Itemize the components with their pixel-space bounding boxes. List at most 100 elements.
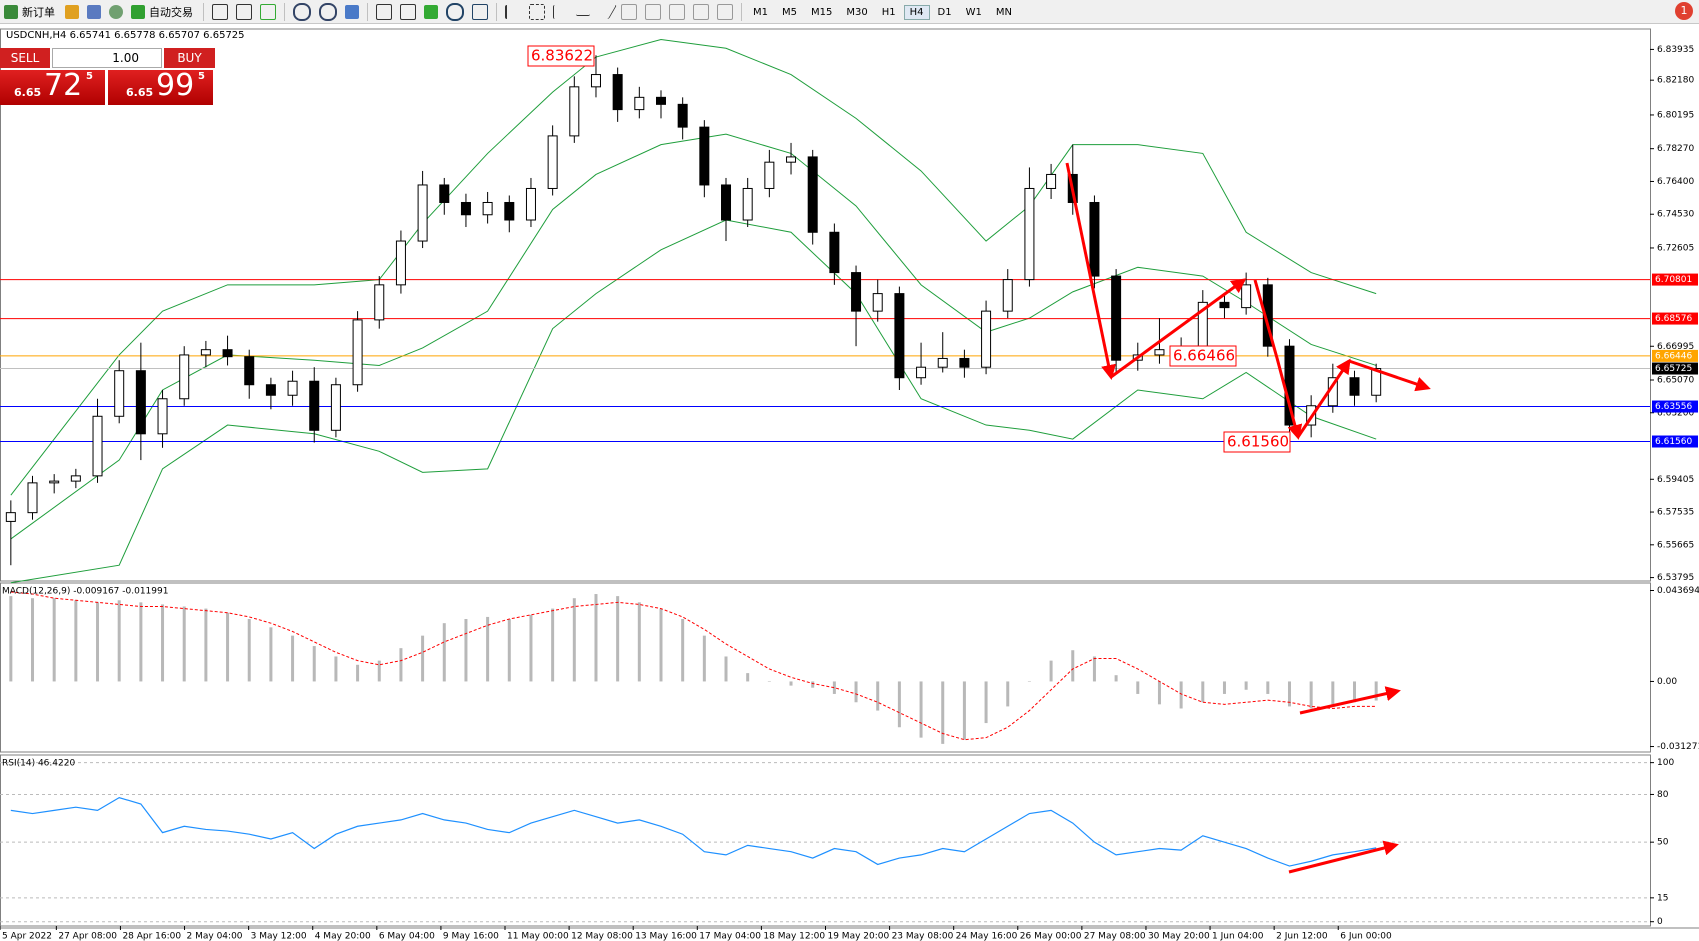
- macd-bar: [529, 614, 533, 682]
- macd-bar: [1244, 681, 1248, 690]
- bollinger-band: [10, 39, 1377, 496]
- icon[interactable]: [212, 3, 228, 20]
- time-label: 27 May 08:00: [1084, 932, 1146, 941]
- vline-tool[interactable]: [553, 4, 568, 19]
- candle-body: [655, 96, 666, 105]
- macd-bar: [616, 596, 620, 682]
- arrow: [1110, 278, 1247, 379]
- candle-body: [569, 86, 580, 137]
- icon[interactable]: [472, 3, 488, 20]
- candle-body: [786, 156, 797, 163]
- separator: [741, 2, 742, 21]
- macd-bar: [984, 681, 988, 724]
- icon[interactable]: [621, 3, 637, 20]
- icon[interactable]: [669, 3, 685, 20]
- y-tick-label: 6.83935: [1657, 45, 1694, 55]
- time-label: 24 May 16:00: [956, 932, 1018, 941]
- candle-body: [1111, 275, 1122, 361]
- new-order-icon[interactable]: [4, 4, 18, 19]
- time-label: 28 Apr 16:00: [122, 932, 181, 941]
- icon[interactable]: [65, 4, 79, 19]
- timeframes: M1 M5 M15 M30 H1 H4 D1 W1 MN: [746, 5, 1019, 20]
- icon[interactable]: [260, 3, 276, 20]
- timeframe-button[interactable]: M5: [782, 7, 797, 18]
- icon[interactable]: [424, 4, 438, 19]
- timeframe-button[interactable]: H1: [881, 7, 896, 18]
- candle-body: [851, 272, 862, 312]
- time-label: 30 May 20:00: [1148, 932, 1210, 941]
- arrow: [1299, 686, 1401, 715]
- hline-tool[interactable]: [576, 8, 590, 16]
- time-label: 2 Jun 12:00: [1276, 932, 1328, 941]
- macd-bar: [377, 660, 381, 682]
- y-tick-label: 6.72605: [1657, 243, 1694, 253]
- time-label: 5 Apr 2022: [2, 932, 52, 941]
- new-order-button[interactable]: 新订单: [22, 5, 55, 19]
- price-big: 6.65: [126, 86, 154, 99]
- zoom-in[interactable]: [293, 2, 311, 21]
- y-tick-label: 6.53795: [1657, 573, 1694, 583]
- macd-bar: [74, 600, 78, 682]
- price-level-box: [1652, 312, 1698, 325]
- lot-input[interactable]: 1.00: [52, 48, 162, 68]
- icon[interactable]: [376, 3, 392, 20]
- zoom-out[interactable]: [319, 2, 337, 21]
- sell-price[interactable]: 6.65 72 5: [0, 68, 105, 105]
- time-label: 19 May 20:00: [827, 932, 889, 941]
- cursor-tool[interactable]: [505, 4, 521, 19]
- icon[interactable]: [109, 4, 123, 19]
- timeframe-button[interactable]: M1: [753, 7, 768, 18]
- icon[interactable]: [446, 2, 464, 21]
- notification-badge[interactable]: 1: [1675, 2, 1693, 20]
- price-level-label: 6.65725: [1655, 364, 1692, 374]
- candle-body: [5, 512, 16, 522]
- buy-button[interactable]: BUY: [164, 48, 215, 68]
- icon[interactable]: [717, 3, 733, 20]
- macd-bar: [637, 602, 641, 682]
- icon[interactable]: [645, 3, 661, 20]
- macd-bar: [486, 616, 490, 682]
- y-tick-label: 0.00: [1657, 677, 1677, 687]
- icon[interactable]: [345, 4, 359, 19]
- y-tick-label: 6.59405: [1657, 475, 1694, 485]
- macd-bar: [1179, 681, 1183, 709]
- icon[interactable]: [400, 3, 416, 20]
- sell-button[interactable]: SELL: [0, 48, 50, 68]
- candle-body: [1046, 173, 1057, 189]
- icon[interactable]: [693, 3, 709, 20]
- macd-bar: [897, 681, 901, 728]
- macd-bar: [1201, 681, 1205, 703]
- candle-body: [1002, 279, 1013, 312]
- auto-trading-button[interactable]: 自动交易: [149, 5, 193, 19]
- y-tick-label: 15: [1657, 893, 1668, 903]
- price-level-box: [1652, 362, 1698, 375]
- y-tick-label: 6.65070: [1657, 376, 1694, 386]
- time-label: 4 May 20:00: [315, 932, 371, 941]
- macd-bar: [226, 612, 230, 682]
- trendline-tool[interactable]: [593, 4, 618, 19]
- crosshair-tool[interactable]: [529, 3, 545, 20]
- y-tick-label: 6.55665: [1657, 540, 1694, 550]
- timeframe-button[interactable]: M30: [846, 7, 868, 18]
- icon[interactable]: [236, 3, 252, 20]
- timeframe-button[interactable]: W1: [965, 7, 982, 18]
- macd-bar: [1266, 681, 1270, 694]
- icon[interactable]: [87, 4, 101, 19]
- candle-body: [70, 475, 81, 482]
- price-level-label: 6.63556: [1655, 402, 1692, 412]
- macd-bar: [9, 596, 13, 682]
- candle-body: [894, 293, 905, 379]
- y-tick-label: 6.57535: [1657, 508, 1694, 518]
- time-label: 3 May 12:00: [251, 932, 307, 941]
- macd-bar: [746, 673, 750, 682]
- timeframe-button[interactable]: M15: [811, 7, 833, 18]
- timeframe-button[interactable]: D1: [937, 7, 952, 18]
- timeframe-button[interactable]: MN: [995, 7, 1012, 18]
- candle-body: [417, 184, 428, 242]
- auto-trading-icon[interactable]: [131, 4, 145, 19]
- chart-window: USDCNH,H4 6.65741 6.65778 6.65707 6.6572…: [0, 28, 1699, 941]
- candle-body: [590, 74, 601, 88]
- macd-bar: [1049, 660, 1053, 682]
- buy-price[interactable]: 6.65 99 5: [108, 68, 213, 105]
- timeframe-button[interactable]: H4: [903, 5, 930, 20]
